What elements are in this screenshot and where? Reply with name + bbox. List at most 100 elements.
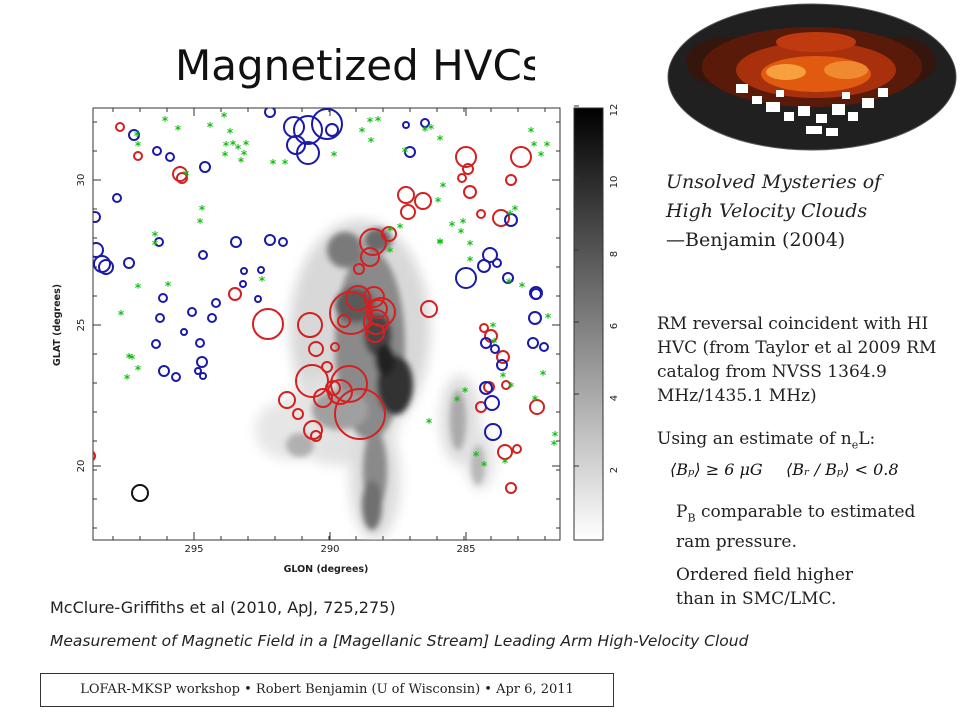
rm-marker-small: *: [359, 125, 366, 139]
rm-marker-positive: [93, 450, 96, 462]
rm-marker-positive: [303, 420, 323, 440]
rm-marker-positive: [505, 482, 517, 494]
rm-marker-small: *: [238, 155, 245, 169]
rm-marker-positive: [360, 247, 380, 267]
rm-marker-negative: [151, 339, 161, 349]
rm-marker-small: *: [506, 276, 513, 290]
y-tick-label: 30: [76, 174, 87, 187]
rm-marker-small: *: [460, 216, 467, 230]
rm-marker-small: *: [165, 279, 172, 293]
rm-marker-negative: [325, 123, 339, 137]
colorbar-tick-label: 2: [609, 467, 620, 473]
rm-marker-small: *: [449, 219, 456, 233]
rm-marker-positive: [492, 209, 510, 227]
rm-marker-negative: [527, 337, 539, 349]
rm-marker-negative: [171, 372, 181, 382]
all-sky-map-image: [667, 3, 957, 151]
rm-marker-negative: [239, 280, 247, 288]
footer: LOFAR-MKSP workshop • Robert Benjamin (U…: [40, 673, 614, 707]
rm-marker-small: *: [222, 149, 229, 163]
quote-block: Unsolved Mysteries of High Velocity Clou…: [666, 168, 946, 255]
rm-marker-small: *: [230, 138, 237, 152]
rm-marker-small: *: [422, 124, 429, 138]
rm-marker-positive: [455, 146, 477, 168]
y-axis-label: GLAT (degrees): [52, 284, 63, 366]
rm-marker-negative: [484, 395, 500, 411]
rm-marker-negative: [528, 311, 542, 325]
colorbar-tick-label: 8: [609, 251, 620, 257]
colorbar-tick-label: 10: [609, 176, 620, 189]
rm-marker-negative: [158, 293, 168, 303]
rm-marker-negative: [207, 313, 217, 323]
rm-marker-positive: [345, 285, 371, 311]
rm-marker-negative: [165, 152, 175, 162]
rm-marker-small: *: [387, 224, 394, 238]
rm-marker-positive: [329, 291, 373, 335]
rm-marker-positive: [462, 163, 474, 175]
rm-marker-positive: [330, 342, 340, 352]
ne-estimate-text: Using an estimate of neL:: [657, 429, 876, 452]
rm-marker-small: *: [223, 139, 230, 153]
rm-marker-small: *: [183, 168, 190, 182]
rm-marker-positive: [512, 444, 522, 454]
rm-marker-negative: [98, 259, 114, 275]
paper-title: Measurement of Magnetic Field in a [Mage…: [50, 632, 749, 650]
rm-marker-positive: [510, 146, 532, 168]
rm-marker-positive: [295, 364, 329, 398]
rm-marker-small: *: [502, 456, 509, 470]
hi-emission: [255, 220, 495, 540]
rm-marker-small: *: [538, 149, 545, 163]
rm-marker-small: *: [552, 429, 559, 443]
rm-marker-negative: [187, 307, 197, 317]
rm-marker-small: *: [528, 125, 535, 139]
colorbar-tick-label: 12: [609, 104, 620, 117]
rm-marker-small: *: [491, 336, 498, 350]
rm-marker-positive: [476, 209, 486, 219]
x-tick-label: 290: [320, 544, 339, 555]
rm-marker-positive: [327, 379, 353, 405]
rm-marker-small: *: [508, 380, 515, 394]
rm-marker-small: *: [519, 280, 526, 294]
rm-marker-negative: [539, 342, 549, 352]
rm-marker-negative: [230, 236, 242, 248]
x-axis-label: GLON (degrees): [284, 564, 369, 575]
colorbar-tick-label: 6: [609, 323, 620, 329]
rm-marker-small: *: [375, 114, 382, 128]
rm-marker-negative: [402, 121, 410, 129]
rm-marker-positive: [365, 323, 385, 343]
y-tick-label: 20: [76, 460, 87, 473]
rm-marker-positive: [278, 391, 296, 409]
rm-marker-negative: [496, 359, 508, 371]
rm-marker-positive: [133, 151, 143, 161]
rm-marker-small: *: [426, 416, 433, 430]
rm-marker-negative: [264, 108, 276, 118]
rm-marker-small: *: [402, 145, 409, 159]
rm-marker-negative: [278, 237, 288, 247]
rm-marker-positive: [115, 122, 125, 132]
rm-marker-small: *: [435, 195, 442, 209]
rm-marker-negative: [254, 295, 262, 303]
rm-marker-small: *: [387, 245, 394, 259]
rm-marker-small: *: [397, 221, 404, 235]
rm-marker-negative: [492, 258, 502, 268]
rm-marker-small: *: [134, 129, 141, 143]
rm-marker-positive: [308, 341, 324, 357]
rm-marker-positive: [463, 185, 477, 199]
pressure-text: PB comparable to estimated ram pressure.: [676, 502, 916, 553]
rm-marker-small: *: [135, 281, 142, 295]
rm-marker-small: *: [221, 110, 228, 124]
rm-marker-negative: [154, 237, 164, 247]
colorbar: [573, 107, 604, 541]
formula-bp: ⟨Bₚ⟩ ≥ 6 μG: [670, 460, 763, 479]
rm-marker-small: *: [282, 157, 289, 171]
formula-ratio: ⟨Bᵣ / Bₚ⟩ < 0.8: [786, 460, 899, 479]
rm-marker-positive: [397, 186, 415, 204]
rm-marker-negative: [211, 298, 221, 308]
rm-marker-positive: [337, 314, 351, 328]
x-tick-label: 285: [456, 544, 475, 555]
rm-marker-small: *: [551, 438, 558, 452]
quote-line: High Velocity Clouds: [666, 200, 868, 222]
rm-marker-positive: [334, 388, 386, 440]
rm-marker-small: *: [197, 216, 204, 230]
rm-marker-positive: [400, 204, 416, 220]
